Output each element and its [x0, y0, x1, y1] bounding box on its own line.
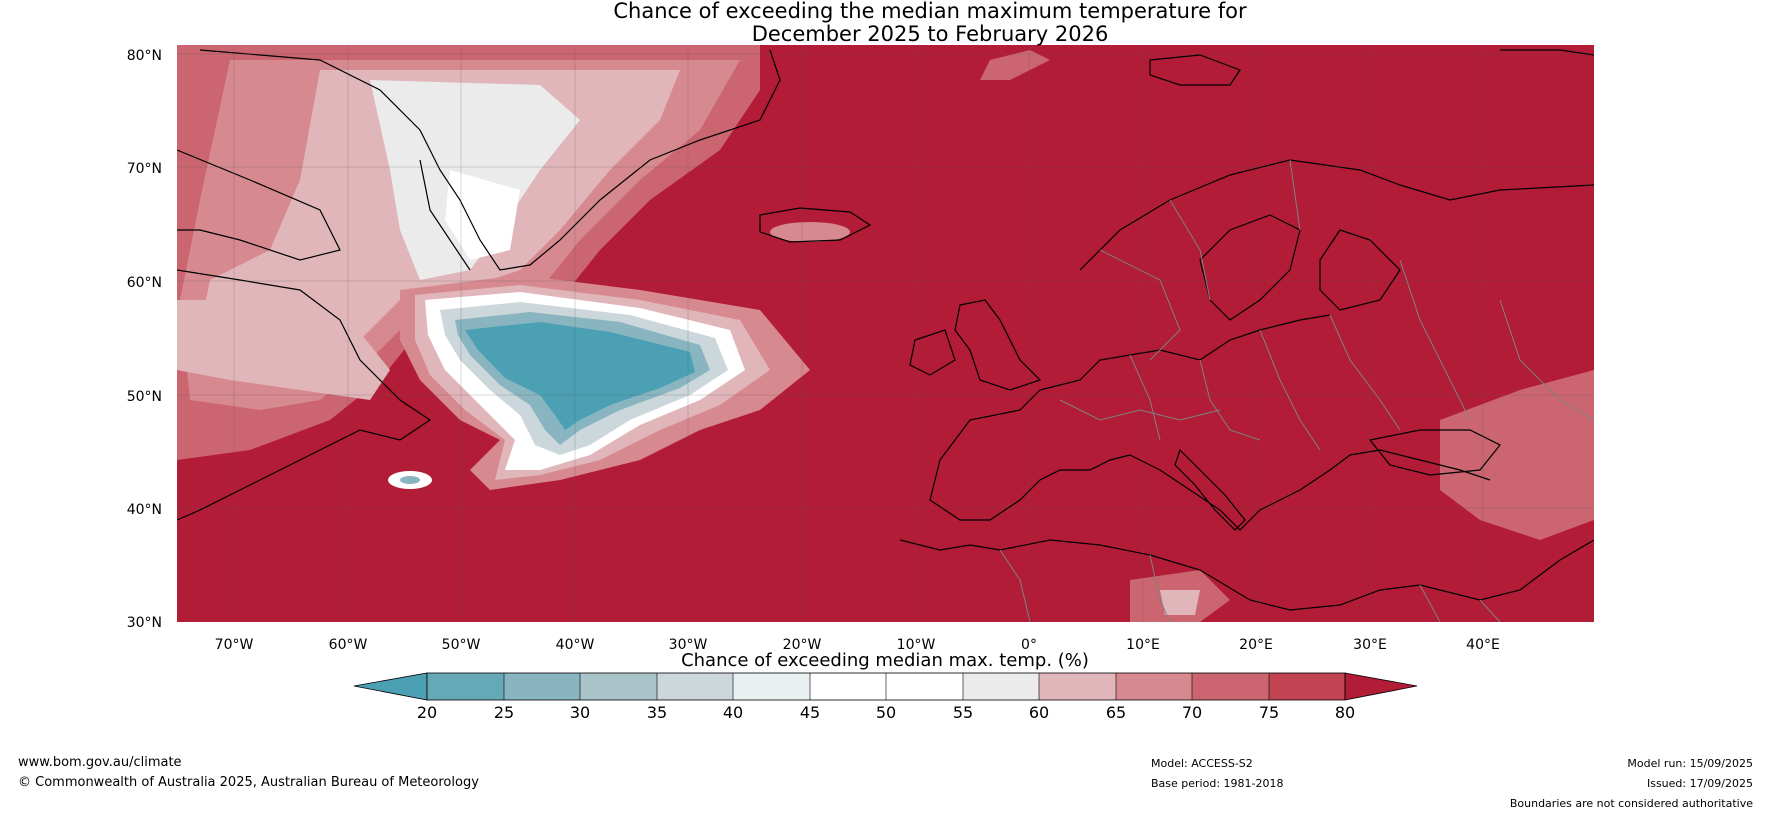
colorbar-extend-high [1344, 672, 1418, 701]
colorbar-tick-60: 60 [1029, 703, 1049, 722]
contour-20-atlantic [465, 322, 695, 430]
lon-label-50w: 50°W [442, 637, 481, 653]
lat-label-80n: 80°N [127, 48, 162, 64]
lon-label-60w: 60°W [329, 637, 368, 653]
lat-label-60n: 60°N [127, 275, 162, 291]
lon-label-10e: 10°E [1126, 637, 1160, 653]
map-title-line1: Chance of exceeding the median maximum t… [613, 0, 1247, 23]
lat-label-50n: 50°N [127, 389, 162, 405]
colorbar-tick-45: 45 [800, 703, 820, 722]
footer-base-period: Base period: 1981-2018 [1151, 777, 1284, 790]
graticule [177, 45, 1594, 622]
colorbar: 20 25 30 35 40 45 50 55 60 65 70 75 80 [353, 672, 1418, 722]
contour-50-55-greenland [445, 170, 520, 260]
colorbar-extend-low [353, 672, 428, 701]
colorbar-tick-70: 70 [1182, 703, 1202, 722]
footer-issued: Issued: 17/09/2025 [1646, 777, 1753, 790]
colorbar-tick-40: 40 [723, 703, 743, 722]
contour-eastern-europe [1440, 370, 1594, 540]
colorbar-tick-20: 20 [417, 703, 437, 722]
lon-label-70w: 70°W [215, 637, 254, 653]
contour-iceland [770, 222, 850, 242]
map-title: Chance of exceeding the median maximum t… [0, 0, 1770, 46]
map-title-line2: December 2025 to February 2026 [751, 22, 1109, 46]
lon-label-30e: 30°E [1353, 637, 1387, 653]
colorbar-tick-25: 25 [494, 703, 514, 722]
lon-label-30w: 30°W [669, 637, 708, 653]
footer-disclaimer: Boundaries are not considered authoritat… [1509, 797, 1753, 810]
contour-60-65-labrador [177, 300, 390, 400]
footer-model-run: Model run: 15/09/2025 [1627, 757, 1753, 770]
footer-url[interactable]: www.bom.gov.au/climate [18, 755, 182, 770]
footer-copyright: © Commonwealth of Australia 2025, Austra… [18, 775, 479, 790]
colorbar-label: Chance of exceeding median max. temp. (%… [681, 650, 1089, 671]
colorbar-tick-30: 30 [570, 703, 590, 722]
lon-label-40w: 40°W [556, 637, 595, 653]
lon-label-20e: 20°E [1239, 637, 1273, 653]
contour-arctic-north [980, 50, 1050, 80]
probability-contours [177, 45, 1594, 622]
coastlines [177, 49, 1594, 611]
country-borders [999, 159, 1594, 622]
lon-label-20w: 20°W [783, 637, 822, 653]
lat-label-40n: 40°N [127, 502, 162, 518]
colorbar-tick-55: 55 [953, 703, 973, 722]
lat-label-70n: 70°N [127, 161, 162, 177]
colorbar-tick-65: 65 [1106, 703, 1126, 722]
lon-label-40e: 40°E [1466, 637, 1500, 653]
colorbar-tick-75: 75 [1259, 703, 1279, 722]
lat-label-30n: 30°N [127, 615, 162, 631]
colorbar-tick-35: 35 [647, 703, 667, 722]
lon-label-0: 0° [1021, 637, 1037, 653]
lon-label-10w: 10°W [897, 637, 936, 653]
colorbar-tick-50: 50 [876, 703, 896, 722]
colorbar-tick-80: 80 [1335, 703, 1355, 722]
footer-model: Model: ACCESS-S2 [1151, 757, 1253, 770]
